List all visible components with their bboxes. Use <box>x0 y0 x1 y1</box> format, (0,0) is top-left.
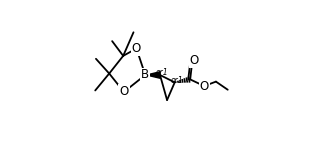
Text: O: O <box>119 85 129 98</box>
Text: O: O <box>190 54 199 67</box>
Polygon shape <box>147 72 160 78</box>
Text: O: O <box>200 80 209 93</box>
Text: or1: or1 <box>171 76 183 85</box>
Text: B: B <box>141 69 149 81</box>
Text: O: O <box>132 42 141 55</box>
Text: or1: or1 <box>156 68 169 77</box>
